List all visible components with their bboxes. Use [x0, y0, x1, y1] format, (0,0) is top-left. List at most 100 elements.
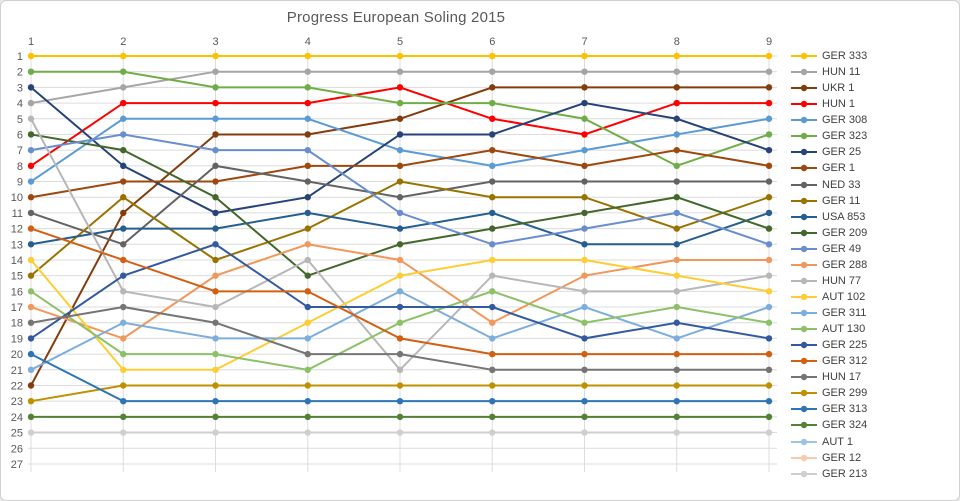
series-marker-AUT-102 [396, 272, 404, 279]
series-marker-GER-324 [396, 413, 404, 421]
series-marker-GER-313 [765, 397, 773, 405]
series-marker-GER-49 [765, 241, 773, 248]
series-marker-USA-853 [212, 225, 219, 232]
series-marker-GER-313 [396, 397, 404, 405]
series-marker-GER-323 [765, 131, 773, 138]
legend-label: GER 1 [822, 162, 856, 175]
series-marker-AUT-102 [120, 366, 127, 373]
series-marker-GER-11 [581, 194, 588, 201]
legend-item: GER 49 [791, 241, 956, 257]
legend-item: GER 311 [791, 305, 956, 321]
series-marker-GER-25 [304, 194, 311, 201]
y-axis-label: 16 [11, 286, 23, 298]
series-marker-AUT-102 [581, 256, 588, 264]
legend-marker [791, 293, 817, 301]
series-marker-GER-1 [27, 194, 35, 201]
chart-title: Progress European Soling 2015 [286, 9, 506, 26]
legend-label: HUN 17 [822, 371, 862, 384]
legend-marker [791, 470, 817, 477]
series-marker-GER-11 [765, 194, 773, 201]
legend-item: GER 12 [791, 450, 956, 466]
series-marker-GER-209 [304, 272, 311, 279]
legend-label: GER 25 [822, 146, 862, 159]
series-marker-GER-209 [396, 241, 404, 248]
legend-marker [791, 325, 817, 333]
x-axis-label: 9 [766, 36, 772, 48]
series-marker-GER-225 [120, 272, 127, 279]
legend-item: GER 213 [791, 466, 956, 482]
series-marker-HUN-77 [765, 272, 773, 279]
legend-marker [791, 133, 817, 140]
series-marker-HUN-11 [673, 68, 680, 75]
legend-item: HUN 1 [791, 96, 956, 112]
series-marker-GER-225 [27, 335, 35, 342]
series-marker-HUN-77 [489, 272, 496, 279]
legend-item: GER 308 [791, 112, 956, 128]
series-marker-GER-308 [27, 178, 35, 185]
series-marker-GER-324 [765, 413, 773, 421]
series-marker-HUN-77 [120, 288, 127, 295]
legend-label: GER 333 [822, 50, 868, 63]
series-marker-NED-33 [212, 162, 219, 170]
legend-marker [791, 374, 817, 381]
series-marker-HUN-17 [212, 319, 219, 326]
series-marker-GER-299 [396, 382, 404, 389]
series-marker-GER-323 [212, 84, 219, 91]
series-marker-GER-288 [304, 241, 311, 248]
y-axis-label: 23 [11, 396, 23, 408]
series-marker-HUN-11 [27, 99, 35, 107]
series-marker-GER-308 [304, 115, 311, 122]
series-marker-GER-25 [581, 99, 588, 107]
series-marker-AUT-130 [120, 350, 127, 358]
series-marker-GER-288 [396, 256, 404, 264]
y-axis-label: 26 [11, 443, 23, 455]
legend-item: HUN 11 [791, 64, 956, 80]
series-marker-GER-1 [212, 178, 219, 185]
series-marker-AUT-102 [27, 256, 35, 264]
legend-item: GER 323 [791, 128, 956, 144]
x-axis-label: 6 [489, 36, 495, 48]
series-marker-HUN-77 [304, 256, 311, 264]
series-marker-GER-324 [304, 413, 311, 421]
series-marker-GER-324 [27, 413, 35, 421]
series-marker-AUT-102 [489, 256, 496, 264]
series-marker-GER-311 [304, 335, 311, 342]
series-marker-AUT-130 [27, 288, 35, 295]
legend-item: HUN 77 [791, 273, 956, 289]
series-marker-NED-33 [120, 241, 127, 248]
legend-marker [791, 101, 817, 108]
legend-item: NED 33 [791, 177, 956, 193]
y-axis-label: 6 [17, 129, 23, 141]
series-marker-HUN-77 [212, 303, 219, 311]
series-marker-GER-312 [765, 350, 773, 358]
legend-marker [791, 358, 817, 365]
series-marker-HUN-17 [27, 319, 35, 326]
series-marker-GER-225 [396, 303, 404, 311]
series-marker-GER-299 [212, 382, 219, 389]
series-marker-GER-312 [120, 256, 127, 264]
series-marker-NED-33 [489, 178, 496, 185]
legend-item: GER 333 [791, 48, 956, 64]
series-marker-GER-11 [396, 178, 404, 185]
series-marker-GER-333 [304, 52, 311, 60]
legend-label: GER 324 [822, 419, 868, 432]
series-marker-HUN-11 [581, 68, 588, 75]
series-marker-USA-853 [489, 209, 496, 217]
series-marker-GER-213 [120, 429, 127, 436]
legend-label: GER 311 [822, 307, 867, 320]
y-axis-label: 12 [11, 224, 23, 236]
legend-item: AUT 130 [791, 321, 956, 337]
series-marker-GER-25 [396, 131, 404, 138]
series-marker-USA-853 [120, 225, 127, 232]
y-axis-label: 20 [11, 349, 23, 361]
legend-item: AUT 102 [791, 289, 956, 305]
legend-label: GER 225 [822, 339, 868, 352]
series-marker-GER-311 [489, 335, 496, 342]
series-marker-AUT-102 [212, 366, 219, 373]
series-marker-GER-25 [765, 146, 773, 154]
series-marker-NED-33 [304, 178, 311, 185]
series-marker-GER-25 [27, 84, 35, 91]
series-marker-HUN-17 [489, 366, 496, 373]
series-marker-GER-333 [673, 52, 680, 60]
series-marker-GER-49 [581, 225, 588, 232]
